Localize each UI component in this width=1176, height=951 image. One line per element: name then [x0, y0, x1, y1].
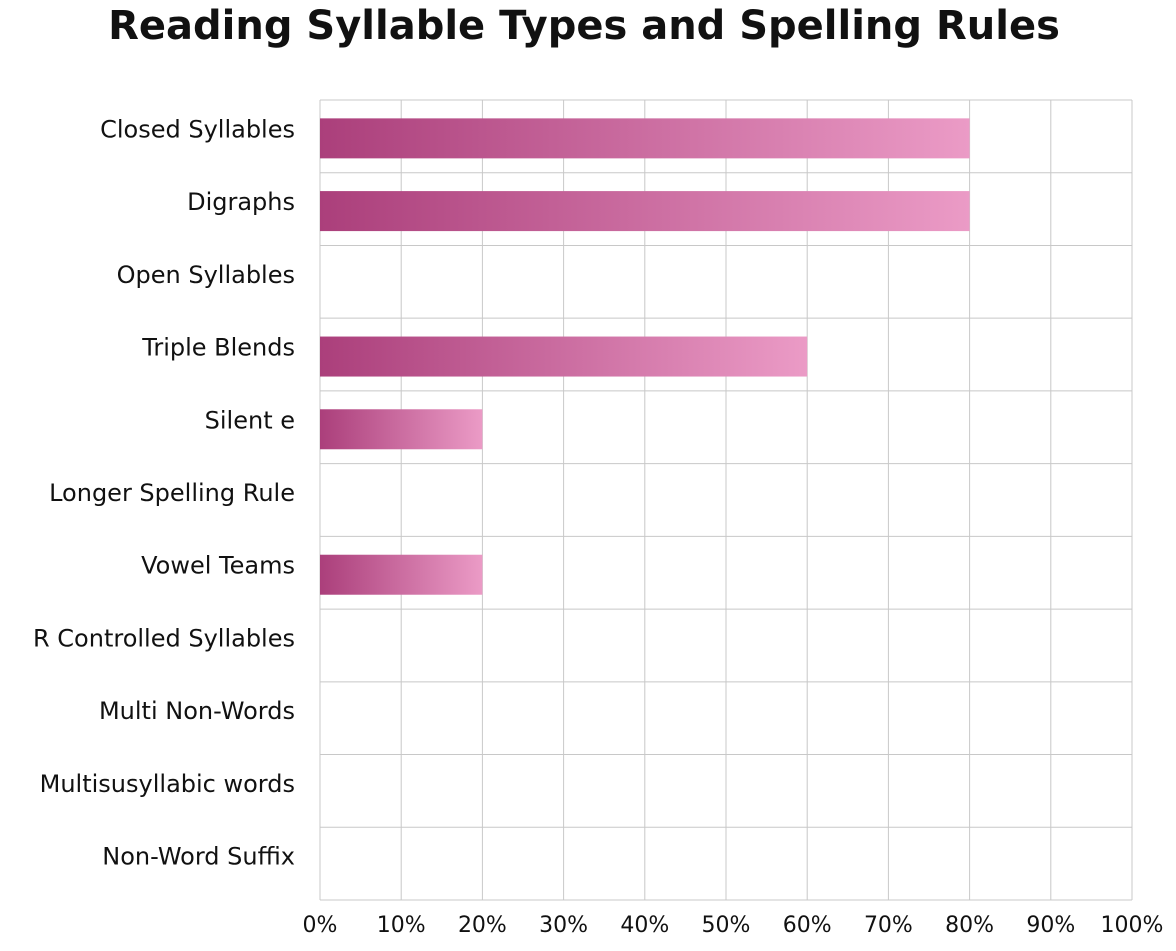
y-tick-label: Multi Non-Words: [99, 697, 295, 725]
y-tick-label: Longer Spelling Rule: [49, 479, 295, 507]
x-tick-label: 30%: [539, 913, 588, 938]
y-tick-label: Multisusyllabic words: [40, 770, 295, 798]
x-tick-label: 50%: [702, 913, 751, 938]
y-tick-label: Vowel Teams: [141, 552, 295, 580]
x-tick-label: 20%: [458, 913, 507, 938]
y-tick-label: Silent e: [205, 406, 295, 434]
bar: [320, 118, 970, 159]
chart-title: Reading Syllable Types and Spelling Rule…: [108, 3, 1060, 49]
y-tick-label: Open Syllables: [117, 261, 295, 289]
bar: [320, 336, 808, 377]
x-tick-label: 90%: [1026, 913, 1075, 938]
y-tick-label: Non-Word Suffix: [102, 843, 295, 871]
x-tick-label: 80%: [945, 913, 994, 938]
bar: [320, 191, 970, 232]
y-tick-label: Closed Syllables: [100, 115, 295, 143]
x-tick-label: 60%: [783, 913, 832, 938]
y-tick-label: Triple Blends: [141, 334, 295, 362]
x-tick-label: 40%: [620, 913, 669, 938]
x-tick-label: 0%: [303, 913, 338, 938]
y-tick-label: Digraphs: [187, 188, 295, 216]
x-tick-label: 100%: [1101, 913, 1164, 938]
x-tick-label: 10%: [377, 913, 426, 938]
bar: [320, 409, 483, 450]
bar: [320, 554, 483, 595]
x-tick-label: 70%: [864, 913, 913, 938]
y-tick-label: R Controlled Syllables: [33, 624, 295, 652]
